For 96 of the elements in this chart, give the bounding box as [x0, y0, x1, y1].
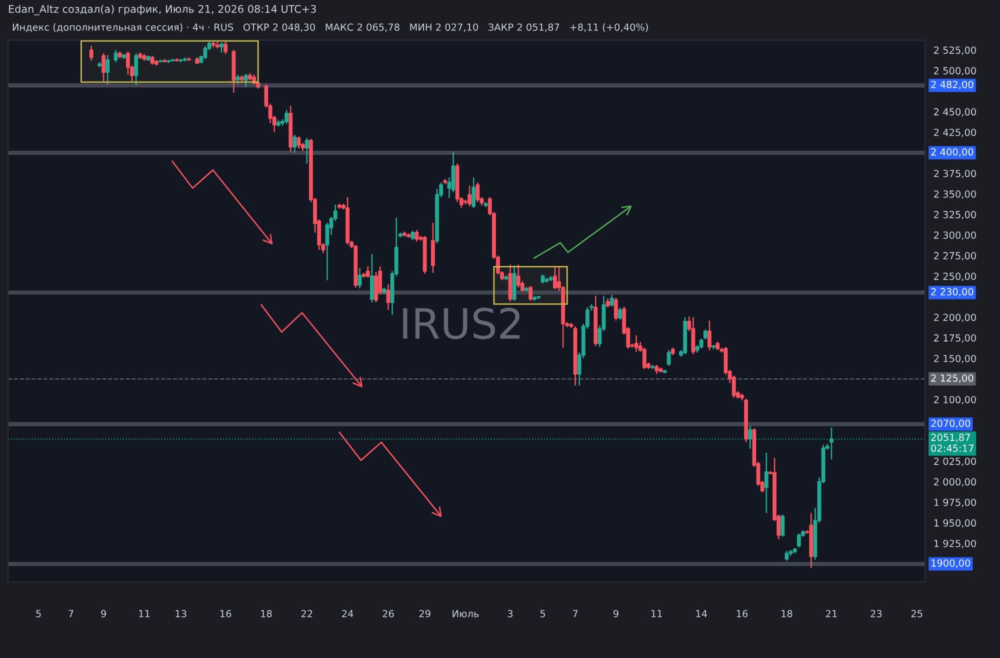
candlestick — [780, 514, 785, 538]
candlestick — [614, 296, 618, 322]
x-tick-label: 14 — [696, 610, 707, 618]
candlestick — [830, 426, 834, 460]
candlestick — [610, 294, 614, 308]
y-tick-label: 2 325,00 — [934, 210, 976, 220]
candlestick — [708, 320, 712, 351]
ref-line-label: 2 230,00 — [931, 288, 974, 296]
y-tick-label: 2 425,00 — [934, 128, 976, 138]
candlestick — [150, 55, 154, 66]
candlestick — [654, 364, 659, 375]
y-tick-label: 2 150,00 — [934, 354, 976, 364]
y-tick-label: 1 975,00 — [934, 498, 976, 508]
x-tick-label: 11 — [139, 610, 150, 618]
ref-line-label: 2070,00 — [931, 420, 970, 428]
candlestick — [106, 54, 110, 86]
candlestick — [292, 134, 297, 154]
candlestick — [203, 45, 208, 60]
candlestick — [618, 306, 622, 320]
candlestick — [516, 264, 520, 288]
candlestick — [468, 185, 472, 207]
candlestick — [284, 109, 289, 125]
y-tick-label: 2 300,00 — [934, 231, 976, 240]
x-tick-label: 23 — [870, 610, 882, 618]
annotation: IRUS2 — [403, 308, 520, 340]
y-tick-label: 1 925,00 — [934, 540, 976, 548]
x-tick-label: 3 — [508, 610, 513, 618]
y-tick-label: 2 275,00 — [934, 252, 976, 260]
x-tick-label: 22 — [301, 610, 312, 618]
x-tick-label: 11 — [651, 610, 662, 618]
candlestick — [296, 136, 301, 150]
candlestick — [114, 49, 118, 63]
candlestick — [414, 229, 419, 242]
candlestick — [764, 452, 768, 514]
candlestick — [553, 266, 557, 290]
text: Индекс (дополнительная сессия) · 4ч · RUS ОТКР 2 048,30 МАКС 2 065,78 МИН 2 027,10 ЗАКР 2 051,87 +8,11 (+0,40%) — [12, 23, 648, 32]
x-tick-label: 5 — [540, 610, 545, 618]
candlestick — [703, 328, 708, 340]
x-tick-label: 26 — [382, 610, 394, 618]
candlestick — [784, 550, 789, 562]
candlestick — [540, 274, 545, 284]
x-tick-label: 16 — [220, 610, 232, 618]
x-tick-label: 18 — [782, 610, 792, 618]
x-tick-label: 25 — [911, 610, 922, 618]
candlestick — [691, 316, 696, 355]
y-tick-label: 2 500,00 — [934, 67, 976, 76]
x-tick-label: 7 — [572, 610, 578, 618]
candlestick — [224, 40, 228, 55]
candlestick — [606, 298, 610, 308]
x-tick-label: 13 — [176, 610, 186, 618]
x-tick-label: 24 — [342, 610, 354, 618]
candlestick — [102, 52, 106, 82]
y-tick-label: 1 950,00 — [934, 519, 976, 528]
candlestick — [528, 285, 532, 302]
x-tick-label: 7 — [68, 610, 74, 618]
x-tick-label: 16 — [736, 610, 748, 618]
ref-line-label: 2051,87 02:45:17 — [931, 434, 974, 452]
candlestick — [220, 42, 224, 54]
y-tick-label: 2 025,00 — [934, 458, 976, 466]
x-tick-label: 5 — [36, 610, 41, 618]
candlestick — [634, 334, 638, 352]
y-tick-label: 2 000,00 — [934, 478, 976, 487]
candlestick — [370, 253, 374, 304]
text: Edan_Altz создал(а) график, Июль 21, 2026 08:14 UTC+3 — [9, 4, 316, 16]
x-tick-label: Июль — [452, 610, 479, 618]
y-tick-label: 2 100,00 — [934, 396, 976, 404]
ref-line-label: 2 125,00 — [931, 374, 974, 383]
ref-line-label: 1900,00 — [932, 559, 970, 568]
x-tick-label: 9 — [613, 610, 618, 618]
y-tick-label: 2 450,00 — [934, 108, 976, 116]
candlestick — [386, 284, 390, 310]
y-tick-label: 2 200,00 — [934, 314, 976, 322]
candlestick — [666, 350, 671, 366]
candlestick — [304, 137, 309, 164]
y-tick-label: 2 525,00 — [934, 46, 976, 55]
x-tick-label: 9 — [101, 610, 106, 618]
candlestick — [748, 425, 752, 450]
candlestick — [236, 74, 240, 84]
y-tick-label: 2 250,00 — [934, 272, 976, 281]
candlestick — [134, 52, 138, 86]
y-tick-label: 2 175,00 — [934, 334, 976, 343]
ref-line-label: 2 400,00 — [931, 148, 974, 157]
y-tick-label: 2 375,00 — [934, 170, 976, 178]
x-tick-label: 29 — [419, 610, 430, 618]
x-tick-label: 18 — [261, 610, 272, 618]
candlestick — [699, 338, 704, 350]
y-tick-label: 2 350,00 — [934, 190, 976, 199]
candlestick — [366, 266, 370, 278]
candlestick — [89, 45, 94, 62]
candlestick — [244, 73, 248, 88]
ref-line-label: 2 482,00 — [931, 80, 974, 90]
candlestick — [472, 176, 476, 208]
x-tick-label: 21 — [826, 610, 837, 618]
candlestick — [796, 532, 801, 548]
candlestick — [410, 230, 415, 241]
candlestick — [476, 182, 480, 203]
